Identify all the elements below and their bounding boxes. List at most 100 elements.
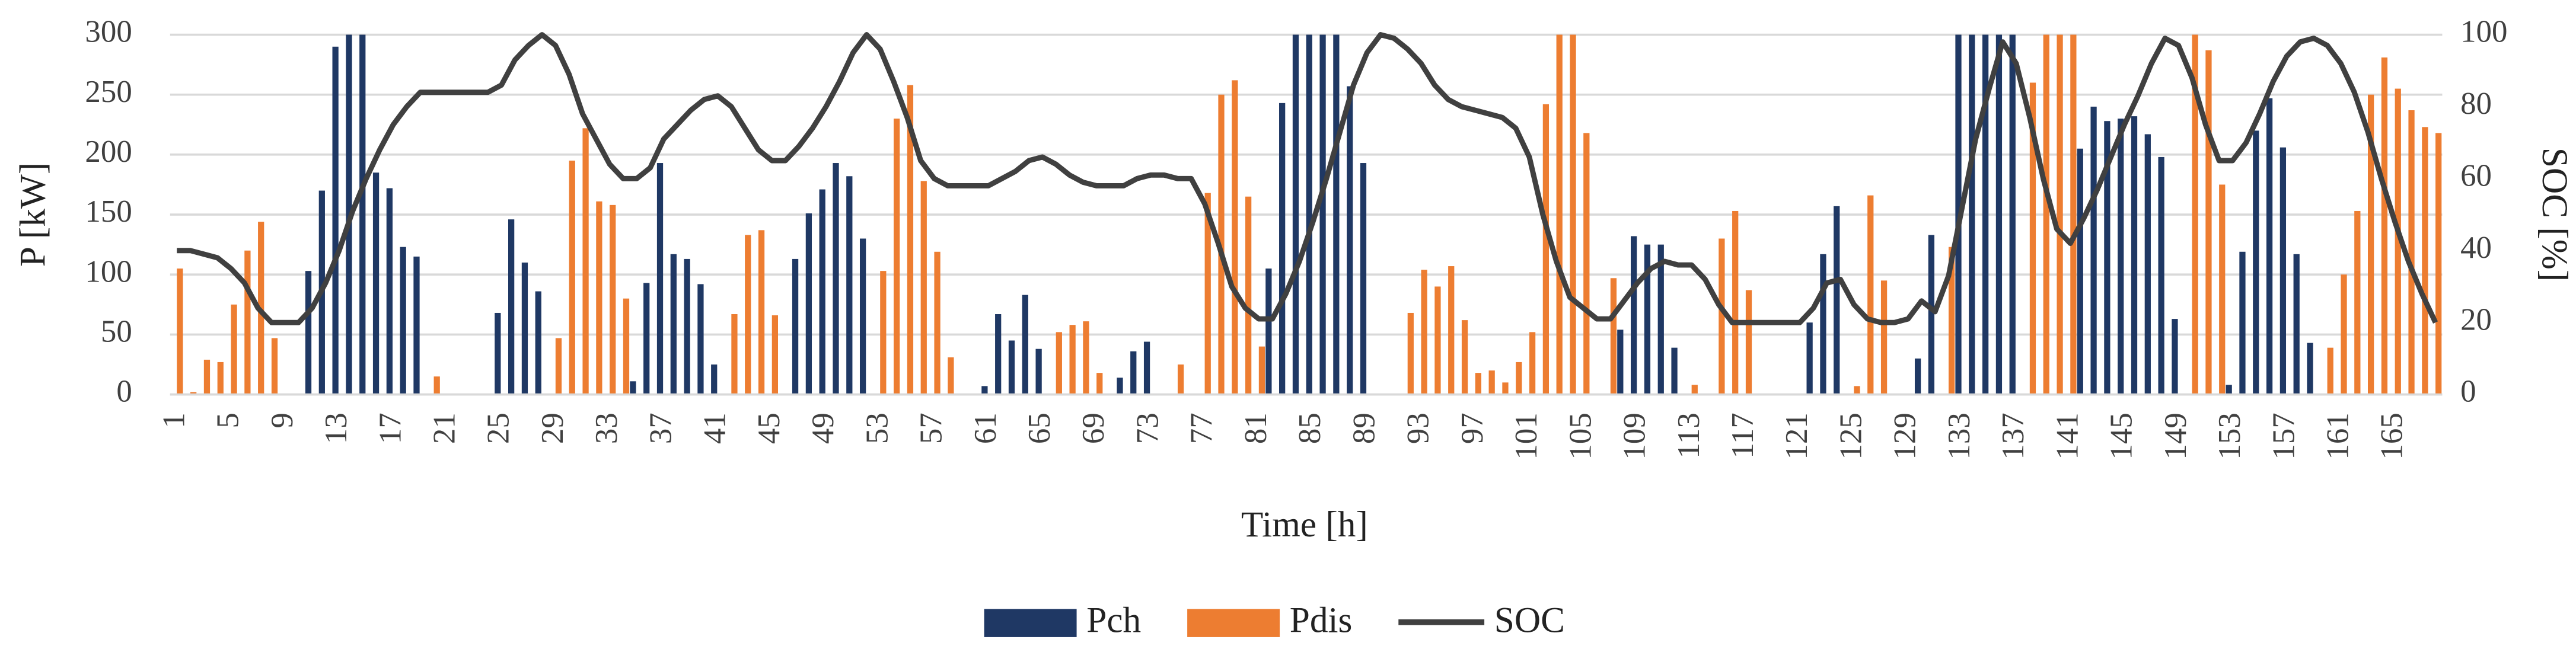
x-tick-label: 41: [698, 413, 732, 444]
bar: [1995, 34, 2003, 395]
y2-tick-label: 40: [2460, 231, 2492, 265]
bar: [2104, 121, 2110, 395]
bar: [2172, 319, 2178, 395]
bar: [1617, 330, 1624, 395]
bar: [1421, 270, 1427, 395]
bar: [907, 85, 914, 395]
x-tick-label: 45: [752, 413, 786, 444]
x-tick-label: 1: [157, 413, 191, 428]
y-tick-label: 150: [85, 194, 132, 229]
x-tick-label: 61: [968, 413, 1003, 444]
bar: [1867, 195, 1874, 395]
bar: [1177, 364, 1184, 395]
bar: [1631, 236, 1637, 395]
bar: [305, 271, 312, 395]
bar: [203, 359, 211, 395]
bar: [2307, 343, 2313, 395]
bar: [555, 338, 562, 395]
x-tick-label: 129: [1888, 413, 1923, 459]
bar: [1407, 312, 1414, 395]
bar: [1657, 244, 1664, 395]
y-tick-label: 300: [85, 15, 132, 49]
bar: [995, 314, 1002, 395]
bar: [2070, 34, 2077, 395]
bar: [2077, 148, 2083, 395]
x-tick-label: 77: [1185, 413, 1219, 444]
x-tick-label: 125: [1834, 413, 1868, 459]
bar: [2131, 116, 2138, 395]
bar: [1610, 278, 1617, 395]
bar: [2408, 110, 2415, 395]
bar: [400, 247, 406, 395]
bar: [643, 283, 650, 395]
bar: [1434, 286, 1441, 395]
x-tick-label: 17: [373, 413, 407, 444]
bar: [2090, 106, 2097, 395]
bar: [332, 46, 339, 395]
x-tick-label: 113: [1672, 413, 1706, 458]
bar: [981, 386, 988, 395]
bar: [697, 284, 704, 395]
bar: [1732, 210, 1739, 395]
x-tick-label: 145: [2105, 413, 2139, 459]
bar: [1461, 320, 1468, 395]
bar: [623, 298, 630, 395]
bar: [190, 392, 197, 395]
bar: [2158, 156, 2164, 395]
bar: [2341, 274, 2347, 395]
bar: [1556, 34, 1563, 395]
legend-label: SOC: [1494, 600, 1565, 641]
bar: [2029, 82, 2036, 395]
bar: [819, 189, 825, 395]
y-tick-label: 200: [85, 135, 132, 169]
bar: [1820, 254, 1826, 395]
bar: [1008, 340, 1015, 395]
bar: [2205, 50, 2212, 395]
x-tick-label: 109: [1618, 413, 1652, 459]
bar: [1488, 370, 1495, 395]
y-tick-label: 0: [116, 375, 132, 409]
bar: [1117, 378, 1123, 395]
bar: [1204, 193, 1211, 395]
bar: [1570, 34, 1576, 395]
bar: [2192, 34, 2198, 395]
bar: [1096, 373, 1103, 395]
bar: [1644, 244, 1651, 395]
y2-axis-title: SOC [%]: [2534, 148, 2575, 282]
bar: [231, 304, 237, 395]
x-tick-label: 141: [2050, 413, 2084, 459]
bar: [2293, 254, 2300, 395]
bar: [1143, 341, 1150, 395]
bar: [1258, 346, 1265, 395]
legend-swatch: [1187, 609, 1280, 637]
bar: [656, 163, 664, 395]
bar: [1245, 196, 1252, 395]
bar: [244, 250, 251, 395]
x-tick-label: 105: [1563, 413, 1598, 459]
x-tick-label: 21: [428, 413, 462, 444]
bar: [1691, 385, 1698, 395]
bar: [1056, 332, 1062, 395]
bar: [2057, 34, 2063, 395]
bar: [1448, 266, 1455, 395]
bar: [386, 188, 393, 395]
bar: [495, 312, 501, 395]
bar: [2381, 57, 2388, 395]
bar: [610, 204, 616, 395]
x-tick-label: 29: [535, 413, 570, 444]
bar: [359, 34, 366, 395]
bar: [1834, 206, 1840, 395]
bar: [1306, 34, 1312, 395]
x-tick-label: 137: [1996, 413, 2030, 459]
bar: [1671, 347, 1678, 395]
bar: [2435, 133, 2442, 395]
y2-tick-label: 80: [2460, 87, 2492, 121]
bar: [413, 256, 420, 395]
bar: [177, 268, 183, 395]
y-tick-label: 100: [85, 254, 132, 289]
bar: [596, 201, 602, 395]
bar: [833, 163, 839, 395]
bar: [1948, 247, 1955, 395]
bar: [934, 251, 941, 395]
